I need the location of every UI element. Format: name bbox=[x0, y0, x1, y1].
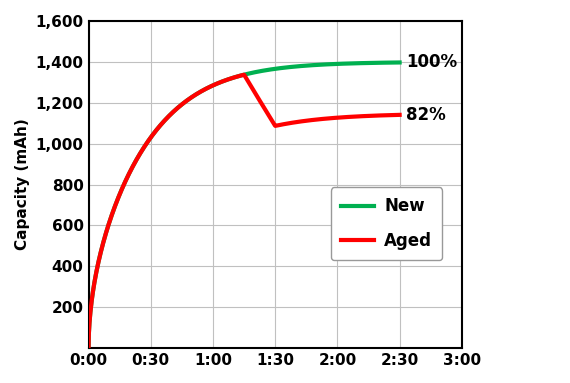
Legend: New, Aged: New, Aged bbox=[331, 188, 442, 260]
New bbox=[328, 62, 335, 67]
New bbox=[333, 62, 340, 66]
Aged bbox=[333, 115, 340, 120]
Text: 82%: 82% bbox=[406, 106, 446, 124]
Aged bbox=[117, 190, 124, 195]
Aged bbox=[241, 72, 247, 77]
New bbox=[396, 60, 403, 65]
New bbox=[85, 346, 92, 350]
New bbox=[222, 78, 229, 83]
New bbox=[117, 190, 124, 195]
Aged bbox=[222, 78, 229, 83]
New bbox=[211, 82, 218, 87]
Aged bbox=[396, 113, 403, 117]
Aged bbox=[328, 116, 335, 120]
Aged bbox=[299, 119, 306, 124]
Y-axis label: Capacity (mAh): Capacity (mAh) bbox=[15, 119, 30, 250]
Aged bbox=[85, 346, 92, 350]
Aged bbox=[211, 82, 218, 87]
New bbox=[299, 64, 306, 68]
Line: Aged: Aged bbox=[88, 75, 400, 348]
Line: New: New bbox=[88, 62, 400, 348]
Text: 100%: 100% bbox=[406, 54, 457, 72]
